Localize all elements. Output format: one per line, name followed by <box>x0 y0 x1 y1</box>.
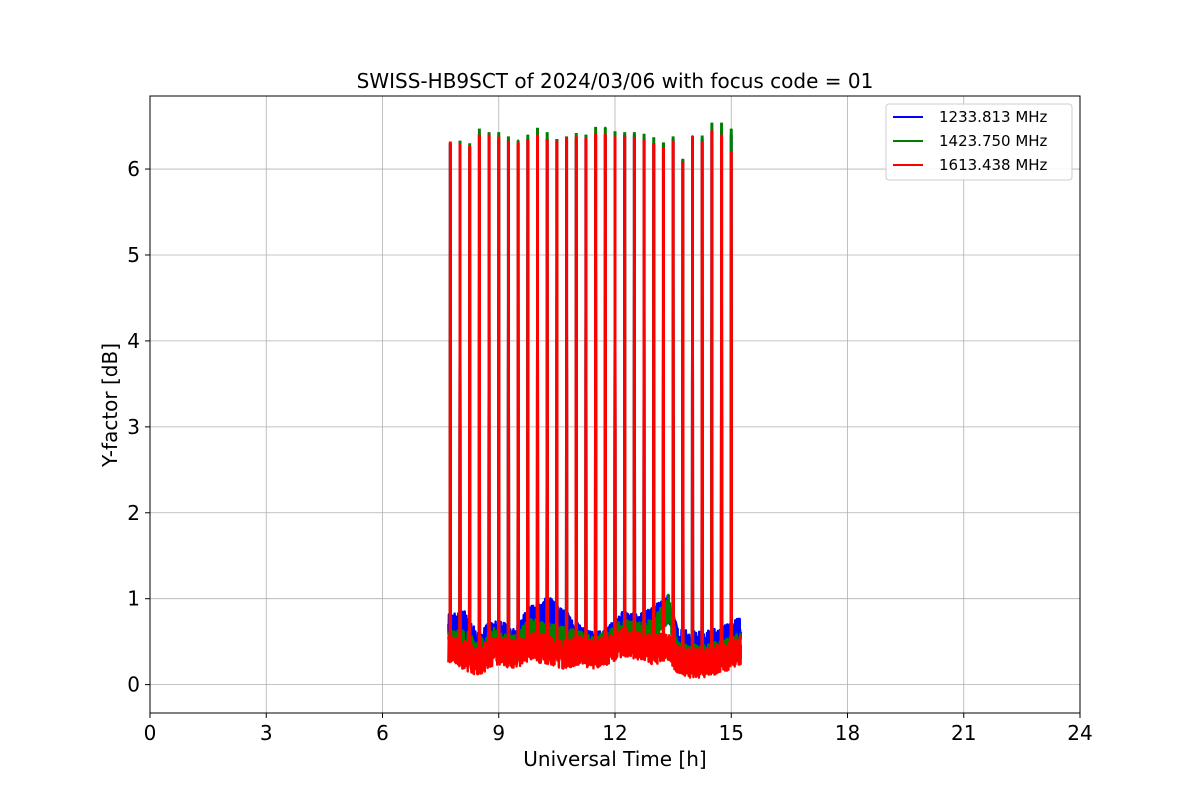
x-tick-label: 0 <box>144 721 157 745</box>
x-tick-label: 21 <box>951 721 976 745</box>
x-tick-label: 18 <box>835 721 860 745</box>
y-tick-label: 4 <box>127 329 140 353</box>
x-tick-label: 15 <box>719 721 744 745</box>
legend-entry-series-2: 1423.750 MHz <box>939 132 1048 150</box>
y-axis-label: Y-factor [dB] <box>98 343 122 468</box>
y-tick-label: 6 <box>127 157 140 181</box>
legend-entry-series-1: 1233.813 MHz <box>939 108 1048 126</box>
y-tick-label: 2 <box>127 501 140 525</box>
series-layer <box>447 122 742 679</box>
chart-title: SWISS-HB9SCT of 2024/03/06 with focus co… <box>357 69 874 93</box>
y-tick-label: 0 <box>127 673 140 697</box>
y-axis-ticks: 0 1 2 3 4 5 6 <box>127 157 150 697</box>
y-tick-label: 5 <box>127 243 140 267</box>
x-axis-ticks: 0 3 6 9 12 15 18 21 24 <box>144 713 1093 745</box>
x-tick-label: 6 <box>376 721 389 745</box>
y-tick-label: 1 <box>127 587 140 611</box>
x-tick-label: 12 <box>602 721 627 745</box>
x-axis-label: Universal Time [h] <box>523 747 706 771</box>
x-tick-label: 9 <box>492 721 505 745</box>
legend: 1233.813 MHz 1423.750 MHz 1613.438 MHz <box>885 103 1073 181</box>
legend-entry-series-3: 1613.438 MHz <box>939 156 1048 174</box>
series-3 <box>447 130 742 679</box>
x-tick-label: 3 <box>260 721 273 745</box>
x-tick-label: 24 <box>1067 721 1092 745</box>
y-tick-label: 3 <box>127 415 140 439</box>
legend-box <box>885 103 1073 181</box>
